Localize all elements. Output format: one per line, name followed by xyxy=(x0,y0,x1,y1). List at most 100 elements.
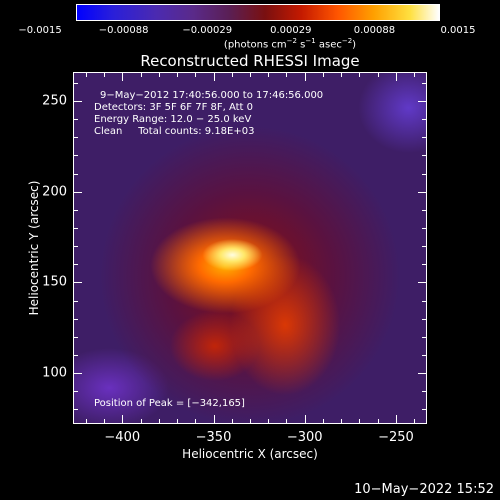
y-minor-tick xyxy=(74,209,78,211)
y-major-tick-right xyxy=(418,373,426,375)
y-minor-tick xyxy=(74,264,78,266)
x-minor-tick xyxy=(231,419,233,423)
y-minor-tick xyxy=(74,119,78,121)
x-minor-tick xyxy=(158,419,160,423)
x-tick-label: −250 xyxy=(378,430,414,445)
y-minor-tick-right xyxy=(422,228,426,230)
x-minor-tick-top xyxy=(85,73,87,77)
y-major-tick xyxy=(74,282,82,284)
y-minor-tick xyxy=(74,336,78,338)
x-minor-tick-top xyxy=(195,73,197,77)
colorbar-tick-label: 0.0015 xyxy=(440,25,476,36)
x-major-tick xyxy=(122,415,124,423)
x-tick-label: −400 xyxy=(104,430,141,445)
x-minor-tick xyxy=(322,419,324,423)
y-major-tick xyxy=(74,373,82,375)
y-minor-tick-right xyxy=(422,409,426,411)
y-minor-tick xyxy=(74,318,78,320)
y-minor-tick-right xyxy=(422,300,426,302)
y-major-tick-right xyxy=(418,282,426,284)
x-major-tick xyxy=(213,415,215,423)
y-major-tick xyxy=(74,101,82,103)
annotation-clean: Clean Total counts: 9.18E+03 xyxy=(94,126,255,137)
y-tick-label: 200 xyxy=(42,184,67,200)
x-minor-tick-top xyxy=(140,73,142,77)
x-minor-tick xyxy=(104,419,106,423)
y-axis-label: Heliocentric Y (arcsec) xyxy=(27,180,41,316)
y-tick-label: 150 xyxy=(42,274,67,290)
y-minor-tick-right xyxy=(422,173,426,175)
y-minor-tick xyxy=(74,137,78,139)
x-minor-tick-top xyxy=(341,73,343,77)
colorbar xyxy=(76,4,440,21)
x-major-tick-top xyxy=(395,73,397,81)
x-minor-tick-top xyxy=(231,73,233,77)
x-minor-tick-top xyxy=(104,73,106,77)
y-minor-tick xyxy=(74,246,78,248)
y-minor-tick-right xyxy=(422,318,426,320)
y-minor-tick-right xyxy=(422,264,426,266)
y-major-tick-right xyxy=(418,191,426,193)
x-minor-tick xyxy=(268,419,270,423)
x-minor-tick xyxy=(414,419,416,423)
y-minor-tick xyxy=(74,155,78,157)
footer-timestamp: 10−May−2022 15:52 xyxy=(354,482,494,497)
y-minor-tick xyxy=(74,409,78,411)
x-minor-tick xyxy=(140,419,142,423)
colorbar-tick-label: −0.00088 xyxy=(98,25,149,36)
x-minor-tick xyxy=(85,419,87,423)
y-minor-tick xyxy=(74,355,78,357)
colorbar-tick-label: −0.0015 xyxy=(18,25,62,36)
y-minor-tick xyxy=(74,391,78,393)
y-minor-tick-right xyxy=(422,137,426,139)
x-minor-tick-top xyxy=(359,73,361,77)
y-minor-tick-right xyxy=(422,336,426,338)
annotation-peak-position: Position of Peak = [−342,165] xyxy=(94,398,245,409)
y-minor-tick-right xyxy=(422,209,426,211)
y-minor-tick xyxy=(74,300,78,302)
annotation-time-range: 9−May−2012 17:40:56.000 to 17:46:56.000 xyxy=(100,90,324,101)
y-minor-tick-right xyxy=(422,246,426,248)
x-minor-tick-top xyxy=(268,73,270,77)
y-major-tick xyxy=(74,191,82,193)
x-minor-tick-top xyxy=(177,73,178,77)
x-axis-label: Heliocentric X (arcsec) xyxy=(182,447,318,461)
x-minor-tick-top xyxy=(286,73,288,77)
colorbar-units: (photons cm−2 s−1 asec−2) xyxy=(223,37,357,51)
x-tick-label: −300 xyxy=(286,430,323,445)
colorbar-tick-label: 0.00088 xyxy=(353,25,396,36)
x-minor-tick xyxy=(377,419,379,423)
heatmap-image xyxy=(73,72,427,424)
x-minor-tick xyxy=(250,419,251,423)
x-minor-tick xyxy=(195,419,197,423)
y-minor-tick-right xyxy=(422,155,426,157)
chart-title: Reconstructed RHESSI Image xyxy=(140,52,360,70)
x-minor-tick-top xyxy=(414,73,416,77)
y-minor-tick-right xyxy=(422,119,426,121)
x-minor-tick xyxy=(286,419,288,423)
y-minor-tick-right xyxy=(422,82,426,84)
annotation-energy: Energy Range: 12.0 − 25.0 keV xyxy=(94,114,252,125)
colorbar-tick-label: 0.00029 xyxy=(270,25,312,36)
y-tick-label: 100 xyxy=(42,365,67,381)
x-major-tick-top xyxy=(213,73,215,81)
x-minor-tick-top xyxy=(377,73,379,77)
y-major-tick-right xyxy=(418,101,426,103)
y-minor-tick-right xyxy=(422,391,426,393)
x-minor-tick-top xyxy=(158,73,160,77)
x-minor-tick-top xyxy=(250,73,251,77)
y-minor-tick-right xyxy=(422,355,426,357)
y-minor-tick xyxy=(74,173,78,175)
y-tick-label: 250 xyxy=(42,93,67,109)
x-major-tick xyxy=(304,415,306,423)
x-minor-tick xyxy=(341,419,343,423)
x-major-tick-top xyxy=(122,73,124,81)
x-minor-tick xyxy=(359,419,361,423)
x-minor-tick xyxy=(177,419,178,423)
annotation-detectors: Detectors: 3F 5F 6F 7F 8F, Att 0 xyxy=(94,102,254,113)
x-major-tick-top xyxy=(304,73,306,81)
x-major-tick xyxy=(395,415,397,423)
x-minor-tick-top xyxy=(322,73,324,77)
colorbar-tick-label: −0.00029 xyxy=(182,25,233,36)
y-minor-tick xyxy=(74,82,78,84)
